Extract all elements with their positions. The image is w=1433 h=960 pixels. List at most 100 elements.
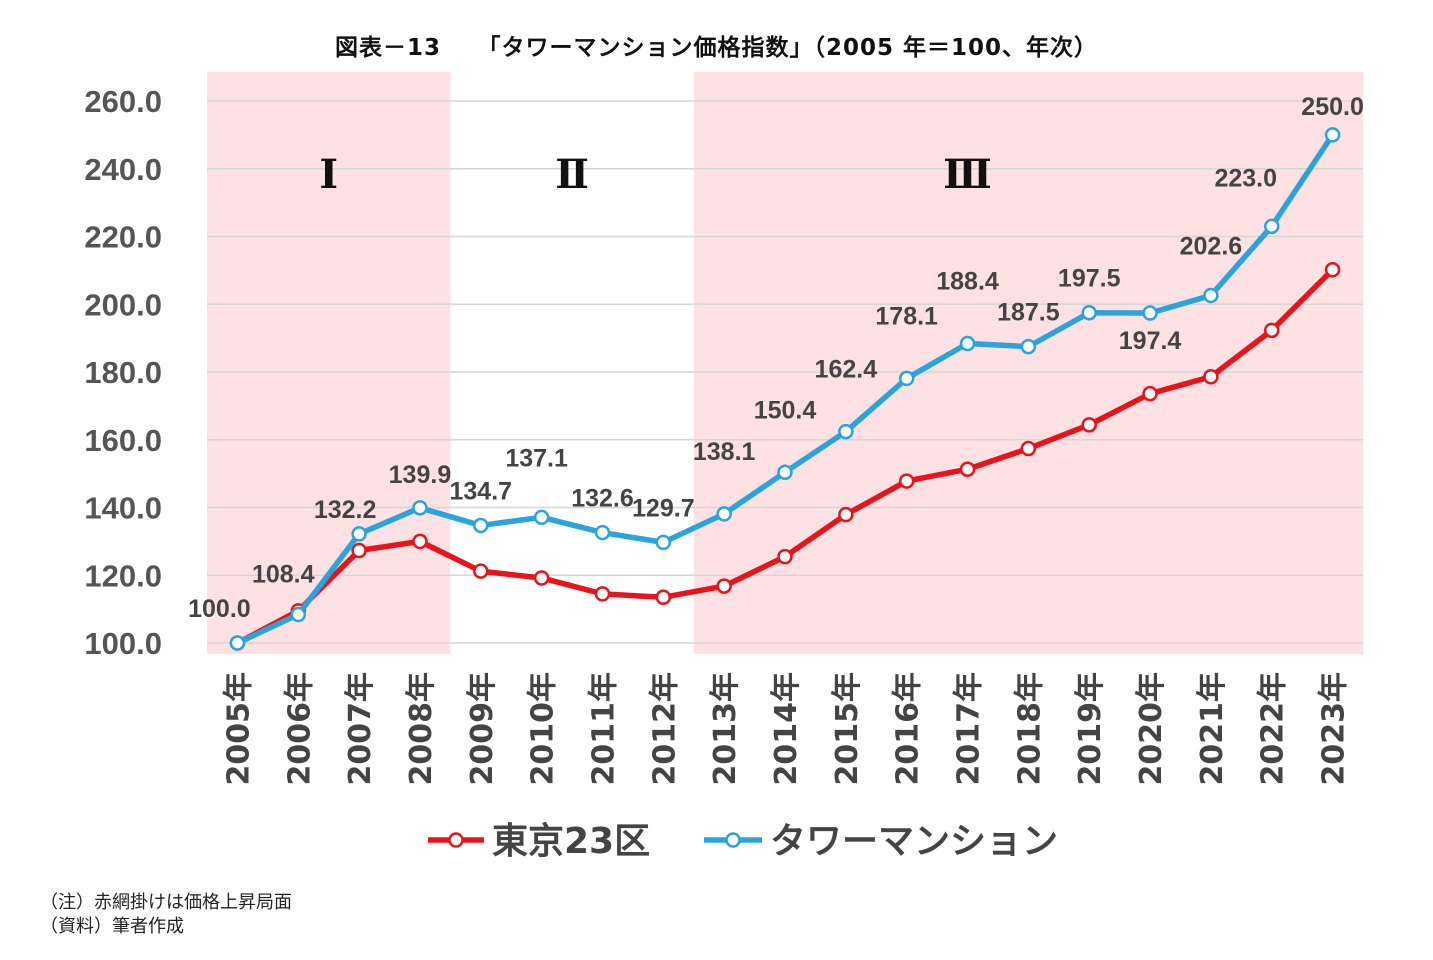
x-axis-ticks: 2005年 2006年 2007年 2008年 2009年 2010年 2011年 2012年… xyxy=(221,672,1351,786)
phase-label-2: Ⅱ xyxy=(555,151,589,198)
grid-lines xyxy=(207,100,1363,644)
data-label: 132.6 xyxy=(571,485,634,513)
data-point xyxy=(898,473,915,489)
y-tick-label: 140.0 xyxy=(84,491,162,526)
data-label: 100.0 xyxy=(188,595,251,623)
data-label: 162.4 xyxy=(815,356,878,384)
data-label: 178.1 xyxy=(875,302,938,330)
x-tick-label: 2008年 xyxy=(404,672,439,786)
data-point xyxy=(1081,417,1097,433)
phase-label-3: Ⅲ xyxy=(943,151,992,198)
data-label: 137.1 xyxy=(505,444,568,472)
data-point xyxy=(1324,127,1341,143)
x-tick-label: 2022年 xyxy=(1256,672,1291,786)
data-point xyxy=(1203,287,1219,304)
data-point xyxy=(655,534,672,551)
data-point xyxy=(838,506,854,523)
x-tick-label: 2021年 xyxy=(1195,672,1230,786)
data-label: 138.1 xyxy=(693,438,756,466)
data-label: 197.5 xyxy=(1058,265,1121,293)
data-point xyxy=(959,335,976,352)
y-tick-label: 240.0 xyxy=(84,152,162,187)
x-tick-label: 2005年 xyxy=(221,672,256,786)
x-tick-label: 2014年 xyxy=(769,672,804,786)
x-tick-label: 2013年 xyxy=(708,672,743,786)
legend-marker-1 xyxy=(448,832,464,848)
legend-label-2: タワーマンション xyxy=(770,821,1058,862)
data-point xyxy=(473,563,489,579)
series-lines xyxy=(229,127,1341,651)
data-label: 150.4 xyxy=(754,396,817,424)
data-point xyxy=(533,509,550,526)
data-point xyxy=(412,533,428,550)
data-label: 134.7 xyxy=(450,477,513,505)
data-point xyxy=(1020,338,1037,355)
phase-shade-3 xyxy=(693,72,1363,654)
note-shading: （注）赤網掛けは価格上昇局面 xyxy=(40,892,292,913)
data-label: 223.0 xyxy=(1214,164,1277,192)
legend-label-1: 東京23区 xyxy=(492,820,650,862)
data-label: 197.4 xyxy=(1119,327,1182,355)
data-label: 139.9 xyxy=(389,461,452,489)
legend-marker-2 xyxy=(725,832,741,848)
y-tick-label: 220.0 xyxy=(84,220,162,255)
x-tick-label: 2006年 xyxy=(282,672,317,786)
data-point xyxy=(716,506,732,522)
data-label: 188.4 xyxy=(936,268,999,296)
data-point xyxy=(1142,305,1158,321)
x-tick-label: 2019年 xyxy=(1073,672,1108,786)
y-tick-label: 200.0 xyxy=(84,287,162,322)
x-tick-label: 2010年 xyxy=(526,672,561,786)
data-point xyxy=(777,464,793,481)
data-point xyxy=(229,635,246,651)
data-point xyxy=(838,423,854,440)
data-label: 132.2 xyxy=(314,496,377,524)
data-label: 129.7 xyxy=(632,494,695,522)
data-point xyxy=(351,542,367,559)
data-point xyxy=(533,570,550,586)
x-tick-label: 2017年 xyxy=(952,672,987,786)
data-point xyxy=(594,524,611,541)
legend: 東京23区 タワーマンション xyxy=(428,820,1058,862)
y-tick-label: 120.0 xyxy=(84,558,162,593)
data-point xyxy=(1203,368,1219,385)
data-point xyxy=(473,517,489,534)
x-tick-label: 2020年 xyxy=(1134,672,1169,786)
y-tick-label: 160.0 xyxy=(84,423,162,458)
x-tick-label: 2023年 xyxy=(1317,672,1352,786)
note-source: （資料）筆者作成 xyxy=(40,916,184,937)
data-label: 202.6 xyxy=(1180,232,1243,260)
x-tick-label: 2011年 xyxy=(586,672,621,786)
y-axis-ticks: 100.0 120.0 140.0 160.0 180.0 200.0 220.0 240.0… xyxy=(84,84,162,661)
x-tick-label: 2009年 xyxy=(465,672,500,786)
phase-labels: Ⅰ Ⅱ Ⅲ xyxy=(319,151,992,198)
data-point xyxy=(777,548,793,565)
chart-title: 図表－13 「タワーマンション価格指数」（2005 年＝100、年次） xyxy=(334,35,1099,61)
data-point xyxy=(1081,304,1097,321)
data-point xyxy=(1020,440,1037,457)
data-label: 108.4 xyxy=(252,561,315,589)
data-point xyxy=(959,461,976,477)
data-point xyxy=(1263,322,1280,339)
x-tick-label: 2018年 xyxy=(1012,672,1047,786)
data-point xyxy=(898,370,915,387)
x-tick-label: 2012年 xyxy=(647,672,682,786)
data-point xyxy=(716,578,732,594)
x-tick-label: 2007年 xyxy=(343,672,378,786)
data-point xyxy=(412,500,428,516)
data-label: 250.0 xyxy=(1301,93,1364,121)
x-tick-label: 2016年 xyxy=(891,672,926,786)
data-point xyxy=(1142,385,1158,402)
y-tick-label: 260.0 xyxy=(84,84,162,119)
data-point xyxy=(1263,218,1280,235)
data-point xyxy=(351,526,367,542)
data-point xyxy=(1324,261,1341,278)
data-point xyxy=(594,586,611,602)
data-point xyxy=(655,589,672,606)
phase-label-1: Ⅰ xyxy=(319,151,338,198)
y-tick-label: 100.0 xyxy=(84,626,162,661)
data-point xyxy=(290,606,307,623)
phase-shading xyxy=(207,72,1363,654)
